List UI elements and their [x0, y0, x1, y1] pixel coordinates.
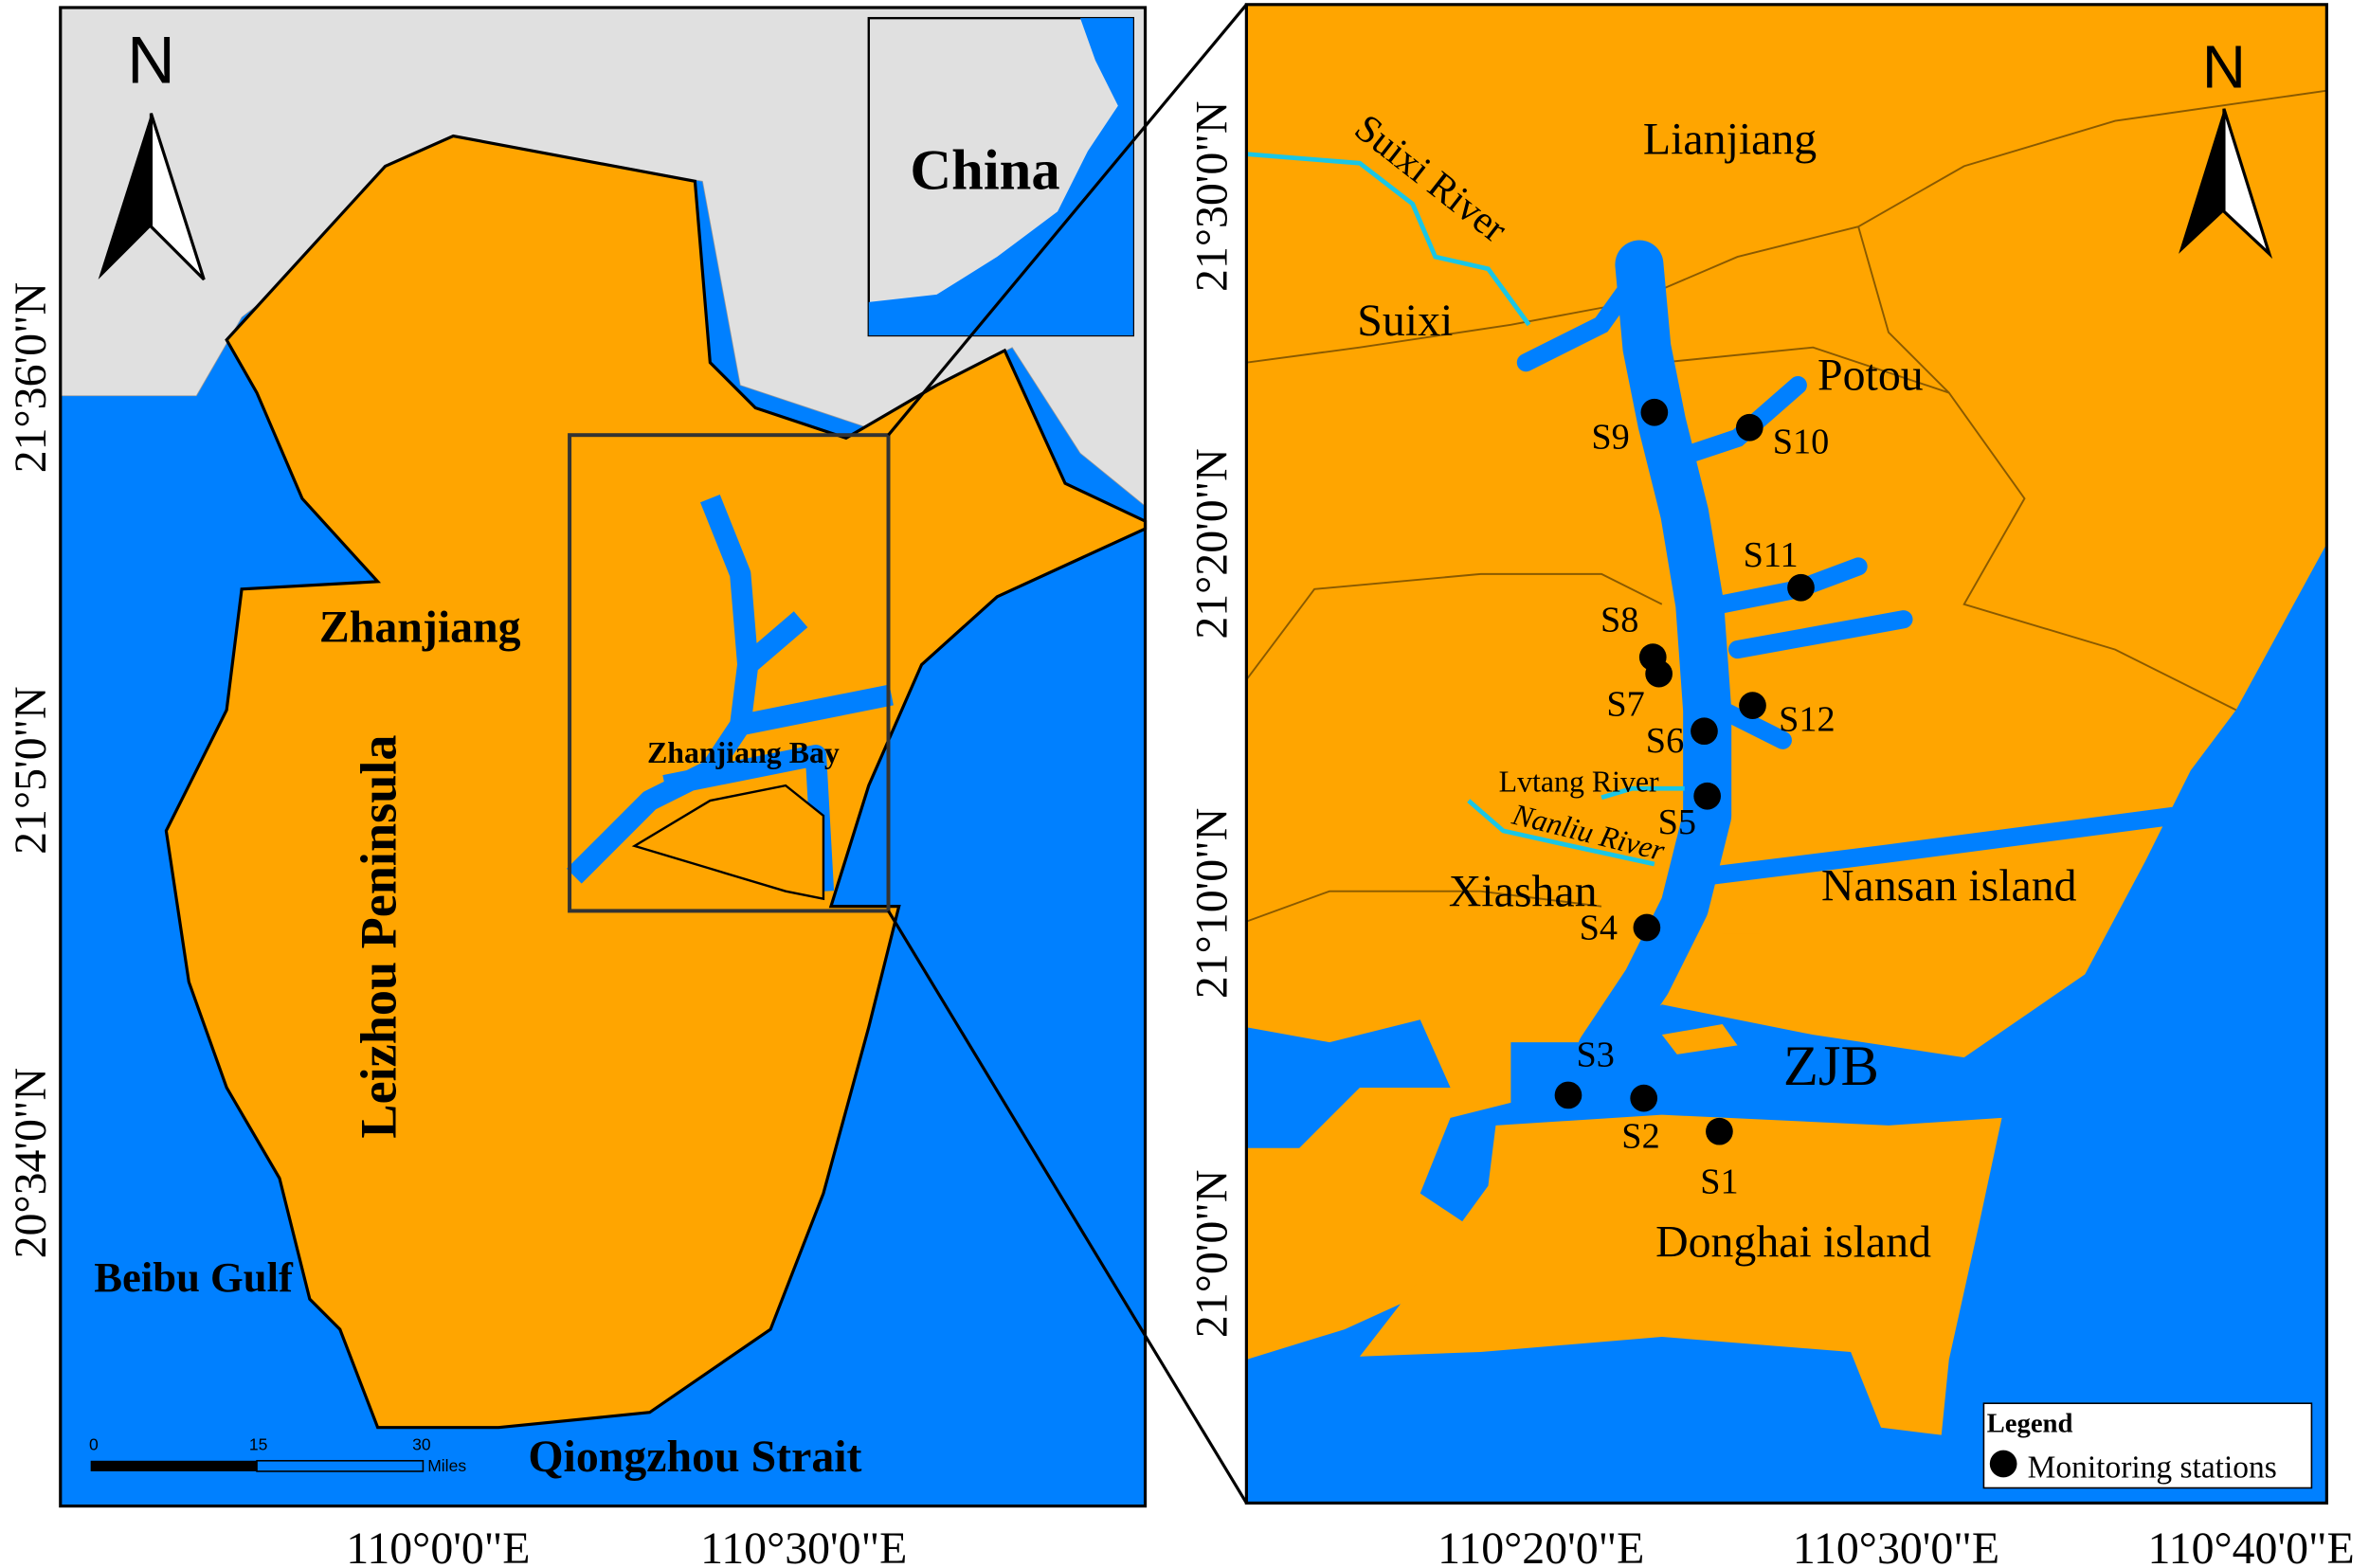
right-map-frame: [1244, 3, 2328, 1505]
left-lat-label: 21°36'0"N: [6, 282, 56, 473]
small-island: [1722, 906, 1761, 934]
inset-label-china: China: [910, 138, 1059, 202]
study-area-box: [568, 433, 891, 913]
north-label: N: [2202, 32, 2246, 100]
station-marker[interactable]: [1735, 413, 1763, 442]
zhanjiang-bay-water: [566, 495, 894, 892]
station-label: S7: [1606, 685, 1644, 725]
donghai-island: [1359, 1114, 2002, 1435]
station-label: S2: [1621, 1117, 1659, 1157]
label-leizhou-peninsula: Leizhou Peninsula: [351, 734, 407, 1138]
station-marker[interactable]: [1638, 643, 1667, 671]
right-map-panel: Suixi River Lvtang River Nanliu River Li…: [1187, 3, 2355, 1568]
svg-text:30: 30: [412, 1435, 431, 1454]
station-label: S11: [1744, 535, 1799, 575]
left-map-panel: China N Zhanjiang Leizhou Peninsula Zhan…: [6, 6, 1148, 1568]
label-beibu-gulf: Beibu Gulf: [94, 1253, 294, 1301]
station-marker[interactable]: [1787, 573, 1815, 602]
left-lon-label: 110°30'0"E: [700, 1523, 907, 1568]
station-label: S8: [1600, 600, 1638, 640]
right-lon-label: 110°40'0"E: [2148, 1523, 2355, 1568]
station-marker[interactable]: [1739, 692, 1766, 719]
station-label: S3: [1576, 1036, 1614, 1075]
station-marker[interactable]: [1693, 782, 1722, 810]
zoom-connector-line: [887, 910, 1248, 1505]
label-donghai-island: Donghai island: [1655, 1217, 1931, 1268]
station-label: S9: [1591, 418, 1629, 458]
station-marker[interactable]: [1630, 1084, 1658, 1112]
north-arrow-icon: [98, 113, 206, 281]
label-suixi: Suixi: [1357, 296, 1453, 346]
label-zjb: ZJB: [1783, 1035, 1879, 1098]
right-lat-label: 21°10'0"N: [1187, 808, 1238, 999]
right-lon-label: 110°20'0"E: [1438, 1523, 1644, 1568]
monitoring-stations: S1 S2 S3 S4 S5 S6 S7 S8 S9 S10 S11 S12: [1554, 398, 1836, 1202]
station-label: S5: [1658, 802, 1696, 842]
right-lon-label: 110°30'0"E: [1793, 1523, 1999, 1568]
station-marker[interactable]: [1633, 913, 1661, 942]
station-label: S12: [1779, 700, 1836, 740]
left-lat-label: 20°34'0"N: [6, 1068, 56, 1258]
small-island: [1661, 1024, 1738, 1054]
legend-item-label: Monitoring stations: [2028, 1450, 2277, 1485]
leizhou-peninsula-land: [164, 134, 1148, 1430]
station-marker[interactable]: [1706, 1117, 1733, 1145]
left-lat-label: 21°5'0"N: [6, 686, 56, 854]
label-potou: Potou: [1817, 350, 1924, 400]
label-lvtang-river: Lvtang River: [1499, 765, 1659, 798]
label-qiongzhou-strait: Qiongzhou Strait: [528, 1432, 861, 1482]
legend-station-icon: [1989, 1450, 2017, 1478]
right-lat-label: 21°20'0"N: [1187, 448, 1238, 639]
legend-title: Legend: [1987, 1408, 2073, 1438]
legend: Legend Monitoring stations: [1982, 1402, 2313, 1489]
north-label: N: [127, 23, 175, 98]
station-label: S6: [1646, 721, 1684, 761]
county-boundaries: [1245, 89, 2327, 923]
station-marker[interactable]: [1691, 717, 1718, 746]
scale-bar: 0 15 30 Miles: [89, 1435, 466, 1475]
station-label: S10: [1773, 422, 1830, 461]
station-label: S1: [1700, 1162, 1738, 1202]
left-map-frame: [59, 6, 1148, 1508]
label-zhanjiang-bay: Zhanjiang Bay: [647, 736, 840, 769]
label-xiashan: Xiashan: [1449, 867, 1598, 917]
label-lianjiang: Lianjiang: [1643, 115, 1817, 165]
right-lat-label: 21°0'0"N: [1187, 1170, 1238, 1338]
label-nansan-island: Nansan island: [1821, 860, 2077, 910]
svg-text:0: 0: [89, 1435, 99, 1454]
svg-text:Miles: Miles: [427, 1456, 466, 1475]
label-zhanjiang: Zhanjiang: [319, 603, 521, 653]
zhanjiang-bay-channel: [1577, 240, 1732, 1074]
right-lat-label: 21°30'0"N: [1187, 101, 1238, 292]
zoom-connector-line: [887, 3, 1248, 437]
station-label: S4: [1580, 909, 1618, 948]
china-inset-map: China: [867, 16, 1134, 337]
rivers: [1246, 152, 1685, 867]
western-inlet-water: [1246, 1019, 1451, 1148]
left-lon-label: 110°0'0"E: [346, 1523, 530, 1568]
nanshan-inner-land: [631, 784, 825, 901]
svg-text:15: 15: [249, 1435, 267, 1454]
station-marker[interactable]: [1554, 1081, 1582, 1109]
station-marker[interactable]: [1640, 398, 1669, 426]
